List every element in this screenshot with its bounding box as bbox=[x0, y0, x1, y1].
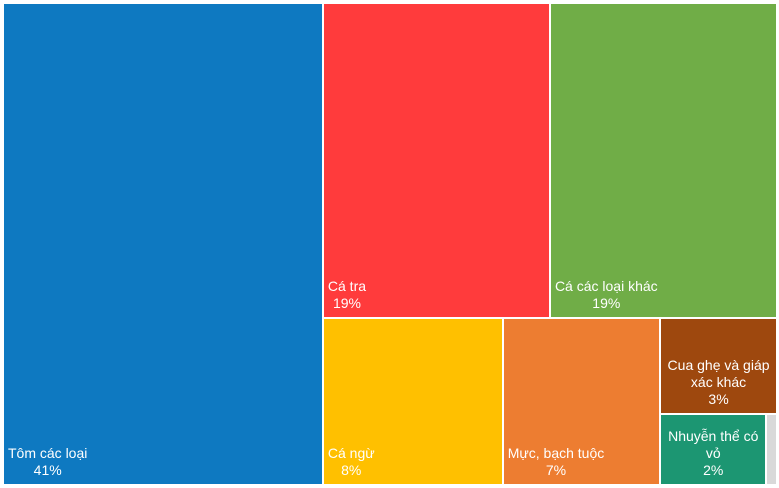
label-box: Cá các loại khác 19% bbox=[555, 278, 658, 312]
tile-label: Cua ghẹ và giáp xác khác 3% bbox=[665, 357, 772, 408]
label-box: Cá tra 19% bbox=[328, 278, 366, 312]
category-label: Cá các loại khác bbox=[554, 277, 658, 294]
tile-label: Mực, bạch tuộc 7% bbox=[508, 445, 655, 479]
value-label: 3% bbox=[708, 391, 729, 408]
tile-label: Cá ngừ 8% bbox=[328, 445, 498, 479]
value-label: 7% bbox=[545, 461, 567, 478]
label-box: Mực, bạch tuộc 7% bbox=[508, 445, 605, 479]
treemap-tile: Cá tra 19% bbox=[322, 3, 550, 318]
category-label: Tôm các loại bbox=[8, 445, 88, 461]
treemap-tile: Cá các loại khác 19% bbox=[549, 3, 777, 318]
category-label: Cua ghẹ và giáp xác khác bbox=[667, 357, 770, 391]
category-label: Nhuyễn thể có vỏ bbox=[668, 427, 759, 461]
tile-label: Nhuyễn thể có vỏ 2% bbox=[665, 428, 761, 479]
value-label: 19% bbox=[592, 294, 621, 311]
category-label: Cá tra bbox=[327, 277, 367, 294]
treemap-tile: Cá ngừ 8% bbox=[322, 317, 503, 485]
treemap-tile: Tôm các loại 41% bbox=[3, 3, 323, 485]
label-box: Tôm các loại 41% bbox=[8, 445, 87, 479]
value-label: 2% bbox=[703, 461, 724, 478]
label-box: Nhuyễn thể có vỏ 2% bbox=[665, 428, 761, 479]
value-label: 8% bbox=[341, 461, 362, 478]
tile-label: Cá các loại khác 19% bbox=[555, 278, 772, 312]
category-label: Mực, bạch tuộc bbox=[507, 444, 605, 461]
label-box: Cá ngừ 8% bbox=[328, 445, 375, 479]
tile-label: Cá tra 19% bbox=[328, 278, 545, 312]
value-label: 41% bbox=[33, 462, 62, 478]
treemap-tile: Nhuyễn thể có vỏ 2% bbox=[660, 414, 767, 485]
treemap-tile: Cua ghẹ và giáp xác khác 3% bbox=[660, 317, 777, 415]
value-label: 19% bbox=[332, 294, 361, 311]
treemap-tile: Mực, bạch tuộc 7% bbox=[502, 317, 661, 485]
treemap-tile bbox=[766, 414, 777, 485]
category-label: Cá ngừ bbox=[327, 444, 375, 461]
label-box: Cua ghẹ và giáp xác khác 3% bbox=[665, 357, 772, 408]
tile-label: Tôm các loại 41% bbox=[8, 445, 318, 479]
